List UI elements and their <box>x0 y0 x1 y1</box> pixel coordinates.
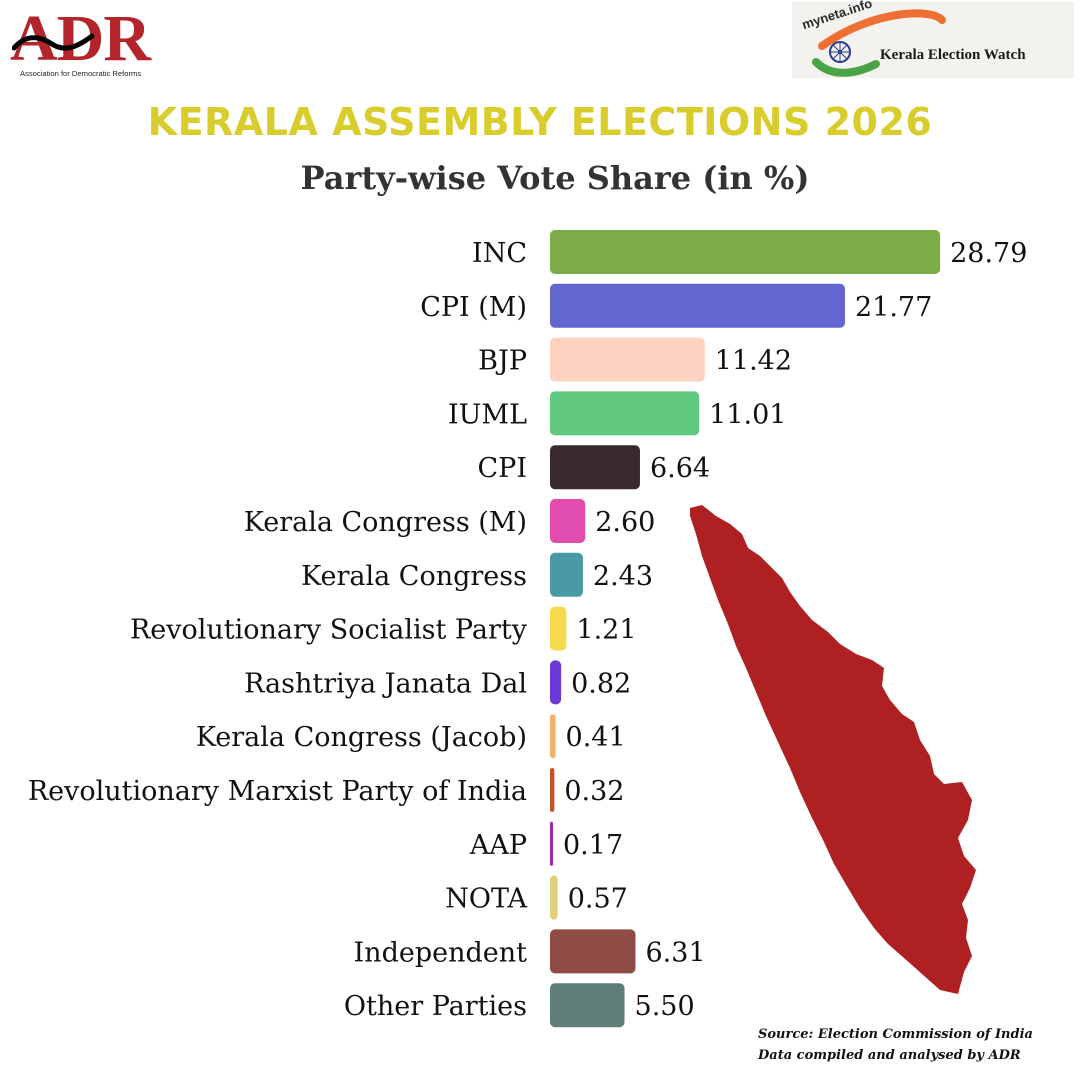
bar <box>550 714 556 759</box>
value-label: 21.77 <box>855 292 932 323</box>
bar <box>550 552 583 597</box>
value-label: 0.17 <box>563 830 623 861</box>
value-label: 1.21 <box>576 615 636 646</box>
credit-line: Data compiled and analysed by ADR <box>758 1048 1021 1063</box>
category-label: Rashtriya Janata Dal <box>244 668 527 699</box>
bar <box>550 445 640 490</box>
category-label: Independent <box>354 937 528 968</box>
bar <box>550 875 558 920</box>
value-label: 11.01 <box>709 399 786 430</box>
adr-logo: ADR Association for Democratic Reforms <box>8 6 170 82</box>
bar <box>550 821 553 866</box>
bar <box>550 768 555 812</box>
category-label: Other Parties <box>344 991 527 1022</box>
category-label: Kerala Congress (Jacob) <box>196 722 527 753</box>
myneta-logo: myneta.info Kerala Election Watch <box>792 0 1074 78</box>
myneta-subtitle: Kerala Election Watch <box>880 47 1026 63</box>
category-label: CPI (M) <box>420 292 527 323</box>
bar <box>550 606 567 651</box>
value-label: 11.42 <box>715 346 792 377</box>
chart-subtitle: Party-wise Vote Share (in %) <box>300 159 810 197</box>
category-label: Kerala Congress <box>301 561 527 592</box>
bar <box>550 391 700 436</box>
bar <box>550 983 625 1028</box>
bars-group: INC 28.79 CPI (M) 21.77 BJP 11.42 IUML 11.01 CPI… <box>28 230 1027 1028</box>
category-label: AAP <box>469 830 527 861</box>
bar <box>550 660 562 705</box>
value-label: 6.64 <box>650 453 710 484</box>
category-label: BJP <box>478 346 527 377</box>
myneta-flag-icon <box>812 9 946 77</box>
bar <box>550 337 705 382</box>
value-label: 2.60 <box>595 507 655 538</box>
source-line: Source: Election Commission of India <box>758 1027 1033 1042</box>
category-label: NOTA <box>445 884 527 915</box>
category-label: Revolutionary Marxist Party of India <box>28 776 527 807</box>
category-label: Kerala Congress (M) <box>244 507 527 538</box>
category-label: INC <box>472 238 527 269</box>
bar <box>550 283 845 328</box>
value-label: 0.32 <box>564 776 624 807</box>
source-note: Source: Election Commission of India Dat… <box>758 1024 1033 1066</box>
category-label: CPI <box>478 453 528 484</box>
kerala-map <box>690 505 976 994</box>
value-label: 28.79 <box>950 238 1027 269</box>
value-label: 0.41 <box>566 722 626 753</box>
value-label: 5.50 <box>635 991 695 1022</box>
bar <box>550 230 941 274</box>
value-label: 0.57 <box>568 884 628 915</box>
page-title: KERALA ASSEMBLY ELECTIONS 2026 <box>147 100 933 144</box>
value-label: 0.82 <box>571 668 631 699</box>
value-label: 6.31 <box>646 937 706 968</box>
category-label: IUML <box>448 399 527 430</box>
bar <box>550 499 586 543</box>
category-label: Revolutionary Socialist Party <box>130 615 528 646</box>
adr-swoosh-icon <box>12 33 95 51</box>
value-label: 2.43 <box>593 561 653 592</box>
bar <box>550 929 636 974</box>
adr-logo-subtitle: Association for Democratic Reforms <box>20 69 142 78</box>
